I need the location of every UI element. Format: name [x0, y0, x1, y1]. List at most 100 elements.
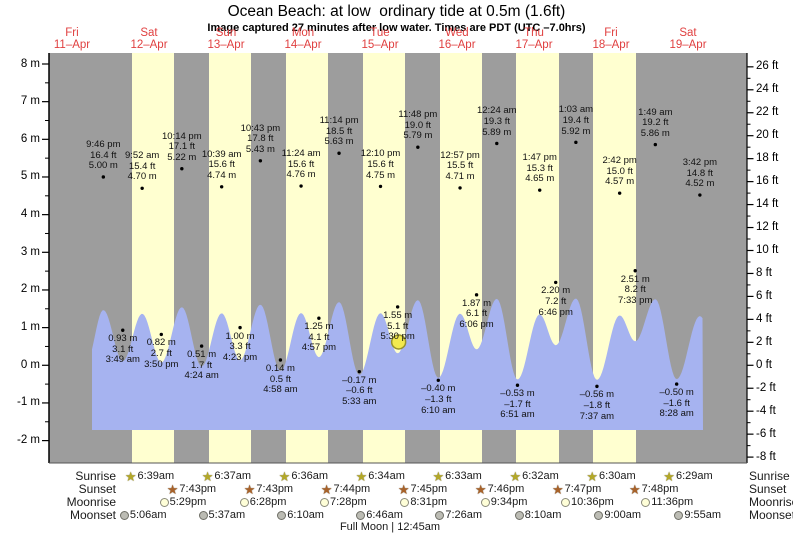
right-axis-tick-label: 14 ft — [756, 198, 779, 211]
sunrise-time: 6:29am — [675, 470, 713, 482]
current-tide-marker — [390, 334, 407, 350]
moonrise-row-label-right: Moonrise — [749, 495, 793, 509]
sunrise-event: ★ 6:34am — [356, 469, 405, 484]
annotation-line: 4:58 am — [263, 384, 298, 396]
annotation-line: 11:48 pm — [398, 109, 438, 121]
low-tide-point — [515, 383, 520, 387]
moonrise-time: 11:36pm — [651, 496, 694, 508]
annotation-line: 19.3 ft — [483, 116, 510, 128]
high-tide-point — [299, 184, 303, 188]
annotation-line: 2.20 m — [541, 285, 571, 297]
moonset-circle-icon — [594, 510, 604, 520]
high-tide-point — [416, 145, 420, 149]
moonrise-circle-icon — [400, 497, 410, 507]
day-name: Fri — [65, 27, 79, 39]
annotation-line: 1:03 am — [558, 104, 594, 116]
sunset-star-icon: ★ — [629, 481, 641, 497]
annotation-line: 4.76 m — [286, 169, 316, 181]
annotation-line: 5.1 ft — [387, 320, 409, 332]
moonrise-row-label-left: Moonrise — [66, 495, 116, 509]
high-tide-annotation: 10:39 am 15.6 ft 4.74 m — [180, 149, 264, 182]
sunrise-star-icon: ★ — [124, 468, 137, 484]
day-date: 16–Apr — [438, 39, 476, 51]
high-tide-point — [337, 151, 341, 155]
moonrise-event: 5:29pm — [159, 495, 206, 510]
annotation-line: 12:57 pm — [440, 149, 480, 161]
annotation-line: 5.43 m — [245, 143, 275, 155]
sunrise-row-label-left: Sunrise — [75, 469, 116, 483]
low-tide-point — [395, 305, 400, 309]
high-tide-annotation: 12:10 pm 15.6 ft 4.75 m — [339, 149, 423, 181]
annotation-line: 3.3 ft — [229, 341, 251, 353]
sunrise-star-icon: ★ — [432, 468, 445, 484]
day-date: 15–Apr — [361, 39, 399, 51]
moonset-circle-icon — [514, 510, 524, 520]
sunset-event: ★ 7:43pm — [167, 482, 216, 497]
left-axis-tick-label: 6 m — [20, 132, 40, 145]
full-moon-label: Full Moon | 12:45am — [339, 521, 441, 533]
low-tide-annotation: –0.17 m –0.6 ft 5:33 am — [317, 375, 401, 408]
sunset-time: 7:46pm — [487, 483, 525, 495]
annotation-line: 19.2 ft — [642, 117, 669, 129]
day-name: Mon — [291, 27, 315, 39]
sunset-event: ★ 7:44pm — [321, 482, 370, 497]
right-axis-tick-label: 22 ft — [756, 106, 779, 119]
right-axis-tick-label: -8 ft — [756, 450, 776, 463]
right-axis-tick-label: 20 ft — [756, 129, 779, 142]
moonset-time: 7:26am — [445, 509, 483, 521]
sunrise-star-icon: ★ — [201, 468, 214, 484]
sunset-time: 7:47pm — [564, 483, 602, 495]
day-name: Thu — [524, 27, 544, 39]
sunrise-row-label-right: Sunrise — [749, 469, 790, 483]
annotation-line: 17.8 ft — [247, 133, 274, 145]
annotation-line: 19.4 ft — [562, 114, 590, 126]
left-axis-tick-label: 8 m — [20, 57, 40, 70]
moonrise-event: 7:28pm — [319, 495, 367, 510]
moonset-event: 9:55am — [674, 508, 721, 523]
left-axis-tick-label: 3 m — [20, 245, 40, 258]
day-name: Fri — [604, 27, 618, 39]
high-tide-annotation: 9:46 pm 16.4 ft 5.00 m — [61, 139, 145, 172]
moonset-event: 8:10am — [514, 508, 561, 523]
moonset-event: 5:06am — [119, 508, 167, 523]
annotation-line: 3.1 ft — [112, 343, 134, 355]
low-tide-annotation: –0.40 m –1.3 ft 6:10 am — [396, 384, 480, 416]
annotation-line: 11:24 am — [281, 148, 321, 160]
annotation-line: 4.1 ft — [308, 331, 330, 343]
moonrise-time: 8:31pm — [410, 496, 448, 508]
sunset-time: 7:45pm — [410, 483, 448, 495]
annotation-line: 6:10 am — [421, 404, 456, 416]
high-tide-annotation: 1:47 pm 15.3 ft 4.65 m — [498, 153, 582, 185]
low-tide-annotation: 0.82 m 2.7 ft 3:50 pm — [119, 338, 203, 370]
low-tide-point — [674, 382, 679, 386]
right-axis-tick-label: 10 ft — [756, 243, 779, 256]
sunset-row-label-right: Sunset — [749, 482, 787, 496]
annotation-line: 1.87 m — [462, 297, 492, 309]
high-tide-annotation: 12:57 pm 15.5 ft 4.71 m — [418, 149, 502, 183]
sunrise-time: 6:32am — [522, 470, 559, 482]
annotation-line: 15.5 ft — [446, 160, 474, 172]
moonrise-event: 8:31pm — [400, 495, 447, 510]
sunrise-event: ★ 6:32am — [509, 469, 558, 484]
day-name: Sat — [679, 27, 697, 39]
annotation-line: –0.56 m — [579, 389, 615, 401]
annotation-line: 4.74 m — [207, 169, 237, 181]
low-tide-point — [595, 384, 599, 389]
right-axis-tick-label: 26 ft — [756, 60, 779, 73]
sunrise-time: 6:37am — [214, 470, 252, 482]
sunset-star-icon: ★ — [551, 481, 564, 497]
high-tide-point — [538, 188, 542, 192]
annotation-line: 8:28 am — [659, 408, 694, 420]
annotation-line: 8.2 ft — [624, 284, 646, 296]
high-tide-annotation: 10:43 pm 17.8 ft 5.43 m — [218, 123, 302, 156]
day-label: Sun 13–Apr — [186, 27, 266, 51]
left-axis-tick-label: 0 m — [20, 358, 40, 371]
low-tide-annotation: 2.51 m 8.2 ft 7:33 pm — [593, 274, 677, 307]
moonrise-time: 7:28pm — [329, 496, 367, 508]
day-name: Sat — [140, 27, 158, 39]
day-date: 19–Apr — [669, 39, 707, 51]
annotation-line: 4.70 m — [127, 171, 157, 183]
moonset-circle-icon — [435, 510, 445, 520]
